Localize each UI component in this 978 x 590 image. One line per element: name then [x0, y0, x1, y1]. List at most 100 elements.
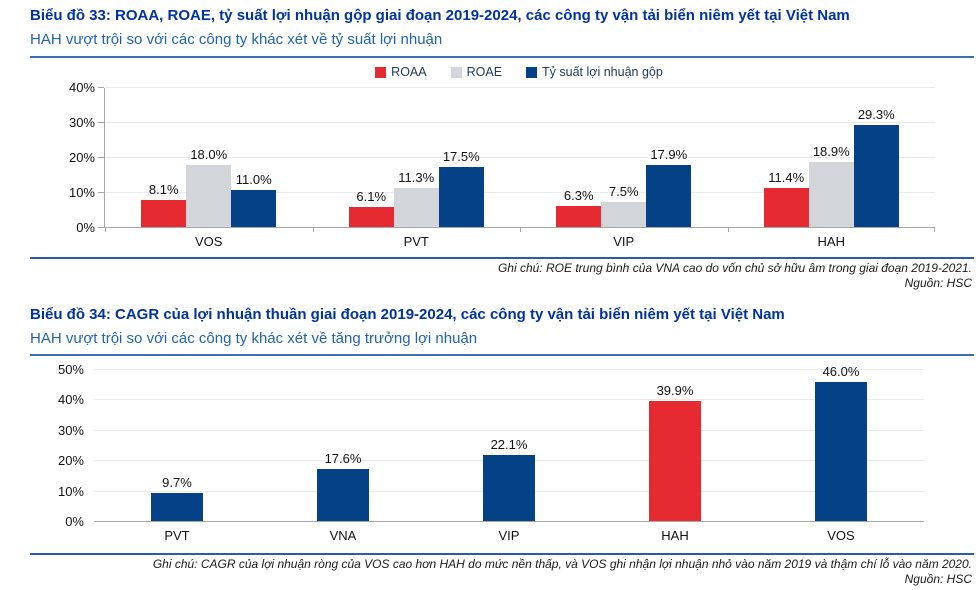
bar-roae-hah: 18.9% — [808, 144, 854, 228]
chart34-source: Nguồn: HSC — [904, 571, 972, 586]
bar-groups: 9.7% PVT 17.6% VNA 22.1% VIP 39.9% HAH 46.0% VOS — [94, 364, 924, 543]
bar-value-label: 39.9% — [656, 382, 694, 398]
bar-roaa-pvt: 6.1% — [348, 189, 394, 228]
bar-rect — [348, 206, 394, 228]
bar-value-label: 17.9% — [650, 147, 688, 163]
chart33-plot-area: 0% 10% 20% 30% 40% 8.1% 18.0% 11.0% VOS 6.1% 11.3%… — [69, 80, 936, 249]
bar-value-label: 18.0% — [190, 147, 228, 162]
bar-rect — [763, 188, 809, 228]
y-axis-tick — [98, 87, 104, 88]
x-axis-category-label: HAH — [661, 528, 689, 543]
gridline — [105, 192, 935, 193]
bar-rect — [853, 125, 899, 228]
y-axis-tick-label: 10% — [57, 483, 84, 499]
bar-group-hah: 39.9% HAH — [592, 370, 758, 543]
bar-value-label: 17.6% — [324, 450, 362, 466]
x-axis-line — [94, 521, 924, 522]
x-axis-tick — [105, 228, 106, 232]
chart33-note: Ghi chú: ROE trung bình của VNA cao do v… — [120, 261, 972, 290]
bar-rect — [231, 189, 277, 228]
bar-tỷ-suất-lợi-nhuận-gộp-pvt: 17.5% — [438, 149, 484, 228]
chart33-legend: ROAA ROAE Tỷ suất lợi nhuận gộp — [104, 63, 934, 81]
bar-value-label: 22.1% — [490, 436, 528, 452]
chart33-note-divider — [30, 257, 974, 259]
bar-rect — [186, 165, 232, 228]
gridline — [94, 369, 924, 370]
legend-swatch-icon — [450, 66, 462, 78]
bar-vos: 46.0% — [815, 364, 867, 522]
bar-value-label: 11.0% — [235, 171, 272, 187]
y-axis-tick-label: 0% — [65, 514, 84, 529]
chart34-note-text: Ghi chú: CAGR của lợi nhuận ròng của VOS… — [152, 557, 972, 571]
bar-group-vos: 8.1% 18.0% 11.0% VOS — [105, 88, 313, 249]
chart34-divider — [30, 354, 974, 356]
bar-tỷ-suất-lợi-nhuận-gộp-vip: 17.9% — [646, 147, 692, 228]
bar-rect — [808, 161, 854, 228]
legend-swatch-icon — [526, 66, 538, 78]
x-axis-category-label: VOS — [827, 528, 855, 543]
bar-rect — [815, 382, 867, 522]
x-axis-tick — [520, 228, 521, 232]
legend-item: ROAE — [450, 65, 503, 79]
bar-value-label: 6.3% — [563, 187, 594, 203]
y-axis-tick-label: 30% — [57, 422, 84, 438]
bar-rect — [438, 166, 484, 228]
bar-hah: 39.9% — [649, 383, 701, 522]
bar-roaa-vip: 6.3% — [556, 188, 602, 228]
bar-groups: 8.1% 18.0% 11.0% VOS 6.1% 11.3% 17.5% PVT 6.3% 7.… — [105, 88, 936, 249]
x-axis-tick — [727, 228, 729, 232]
y-axis-tick-label: 0% — [76, 220, 95, 235]
bar-rect — [141, 199, 187, 228]
bar-pvt: 9.7% — [151, 475, 203, 522]
y-axis-tick — [98, 122, 104, 123]
bar-rect — [601, 201, 647, 228]
chart33-source: Nguồn: HSC — [904, 275, 972, 290]
y-axis-tick-label: 40% — [68, 80, 95, 95]
legend-label: ROAE — [466, 65, 503, 79]
x-axis-tick — [934, 228, 935, 232]
bar-value-label: 46.0% — [822, 364, 860, 380]
bar-value-label: 29.3% — [857, 107, 895, 123]
x-axis-category-label: VIP — [498, 528, 520, 543]
bar-vip: 22.1% — [483, 437, 535, 522]
y-axis-tick — [98, 157, 104, 158]
bar-vna: 17.6% — [317, 451, 369, 522]
bar-tỷ-suất-lợi-nhuận-gộp-vos: 11.0% — [231, 172, 277, 228]
chart34-title: Biểu đồ 34: CAGR của lợi nhuận thuần gia… — [30, 306, 785, 323]
x-axis-category-label: VIP — [613, 234, 635, 249]
x-axis-tick — [312, 228, 314, 232]
x-axis-category-label: VNA — [329, 528, 357, 543]
y-axis-tick-label: 40% — [57, 392, 84, 408]
bar-value-label: 6.1% — [356, 188, 387, 204]
chart33-subtitle: HAH vượt trội so với các công ty khác xé… — [30, 31, 443, 48]
bar-roaa-vos: 8.1% — [141, 182, 187, 228]
bar-rect — [483, 454, 535, 522]
x-axis-category-label: PVT — [403, 234, 429, 249]
bar-rect — [649, 400, 701, 522]
bar-rect — [646, 165, 692, 228]
bar-value-label: 11.3% — [398, 170, 435, 186]
bar-value-label: 18.9% — [812, 143, 850, 159]
x-axis-category-label: PVT — [164, 528, 190, 543]
bar-value-label: 11.4% — [768, 170, 805, 186]
bar-rect — [151, 492, 203, 522]
bar-tỷ-suất-lợi-nhuận-gộp-hah: 29.3% — [853, 107, 899, 228]
legend-swatch-icon — [375, 66, 387, 78]
gridline — [105, 122, 935, 123]
bar-value-label: 7.5% — [608, 183, 639, 199]
bar-value-label: 17.5% — [442, 148, 480, 164]
y-axis-tick-label: 50% — [57, 362, 84, 377]
y-axis-tick-label: 10% — [68, 185, 95, 200]
bar-group-vna: 17.6% VNA — [260, 370, 426, 543]
chart33-note-text: Ghi chú: ROE trung bình của VNA cao do v… — [497, 261, 972, 275]
gridline — [105, 87, 935, 88]
gridline — [94, 429, 924, 431]
bar-group-pvt: 9.7% PVT — [94, 370, 260, 543]
bar-group-hah: 11.4% 18.9% 29.3% HAH — [728, 88, 936, 249]
legend-item: Tỷ suất lợi nhuận gộp — [526, 65, 663, 79]
bar-roae-pvt: 11.3% — [393, 170, 439, 228]
bar-rect — [393, 188, 439, 228]
gridline — [94, 399, 924, 401]
bar-group-vip: 22.1% VIP — [426, 370, 592, 543]
